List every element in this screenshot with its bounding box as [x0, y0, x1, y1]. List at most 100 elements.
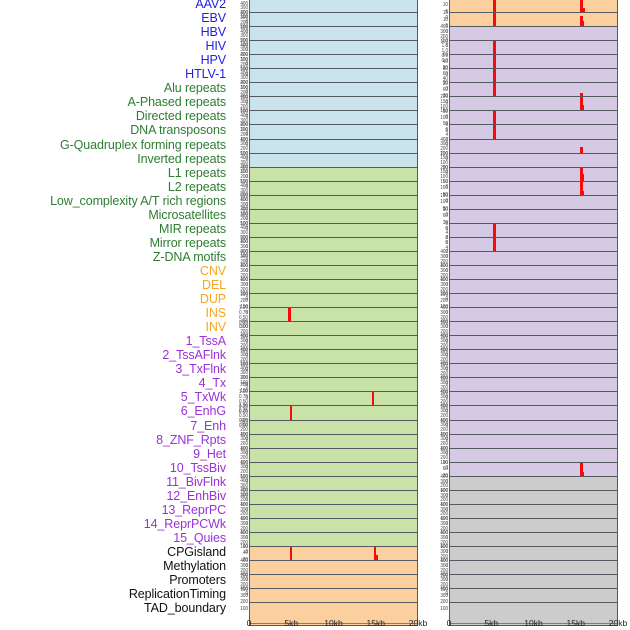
axis-tick-label: 100 — [240, 24, 248, 30]
data-spike — [493, 237, 496, 259]
track-label-htlv-1: HTLV-1 — [185, 67, 226, 82]
axis-tick-label: 0 — [245, 496, 248, 502]
axis-tick-label: 200 — [240, 496, 248, 503]
data-spike — [580, 462, 583, 484]
axis-tick-label: 0 — [445, 99, 448, 105]
right-axis-ticks: 400 300 200 100 0 — [427, 374, 449, 400]
axis-tick-label: 300 — [240, 211, 248, 217]
track-label-11-bivflnk: 11_BivFlnk — [166, 474, 226, 489]
axis-tick-label: 400 — [440, 557, 448, 564]
axis-tick-label: 20 — [442, 80, 448, 87]
track-label-dna-transposons: DNA transposons — [130, 123, 226, 138]
track-label-13-reprpc: 13_ReprPC — [161, 502, 227, 517]
axis-tick-label: 100 — [440, 262, 448, 269]
x-axis-tick-label: 10kb — [524, 618, 543, 628]
axis-tick-label: 200 — [240, 468, 248, 475]
axis-tick-label: 400 — [240, 70, 248, 77]
axis-tick-label: 200 — [440, 525, 448, 531]
axis-tick-label: 200 — [240, 356, 248, 363]
axis-tick-label: 6 — [445, 239, 448, 245]
axis-tick-label: 400 — [440, 248, 448, 255]
axis-tick-label: 200 — [440, 33, 448, 40]
track-label-6-enhg: 6_EnhG — [180, 404, 226, 419]
axis-tick-label: 100 — [440, 459, 448, 466]
axis-tick-label: 200 — [240, 51, 248, 58]
axis-tick-label: 0 — [245, 352, 248, 358]
axis-tick-label: 300 — [440, 520, 448, 526]
axis-tick-label: 500 — [240, 178, 248, 184]
right-axis-ticks: 200 150 100 50 0 — [427, 150, 449, 176]
axis-tick-label: 300 — [240, 32, 248, 39]
axis-tick-label: 100 — [240, 361, 248, 368]
axis-tick-label: 0 — [245, 478, 248, 485]
x-axis-tick-label: 20kb — [608, 618, 628, 628]
track-label-cpgisland: CPGisland — [167, 544, 226, 559]
track-label-replicationtiming: ReplicationTiming — [128, 587, 226, 602]
axis-tick-label: 100 — [440, 303, 448, 310]
axis-tick-label: 200 — [240, 486, 248, 493]
track-label-9-het: 9_Het — [193, 446, 226, 461]
left-axis-ticks: 400 300 200 100 0 — [227, 446, 249, 471]
track-label-hpv: HPV — [200, 53, 227, 68]
right-axis-ticks: 400 300 200 100 0 — [427, 248, 449, 274]
axis-tick-label: 0 — [245, 113, 248, 119]
axis-tick-label: 100 — [440, 431, 448, 438]
left-axis-ticks: 400 300 200 100 0 — [227, 94, 249, 119]
axis-tick-label: 8 — [445, 234, 448, 241]
axis-tick-label: 200 — [440, 412, 448, 419]
axis-tick-label: 0 — [445, 127, 448, 134]
axis-tick-label: 100 — [240, 473, 248, 480]
axis-tick-label: 400 — [440, 374, 448, 381]
axis-tick-label: 200 — [440, 297, 448, 303]
track-label-z-dna-motifs: Z-DNA motifs — [152, 249, 226, 264]
axis-tick-label: 0 — [245, 562, 248, 569]
data-spike — [580, 181, 583, 203]
axis-tick-label: 200 — [240, 145, 248, 152]
x-axis-tick-label: 0 — [446, 618, 452, 628]
axis-tick-label: 50 — [442, 178, 448, 185]
right-axis-ticks: 150 100 50 0 — [427, 108, 449, 134]
axis-tick-label: 200 — [440, 398, 448, 405]
left-axis-ticks: 400 300 200 100 0 — [227, 346, 249, 372]
axis-tick-label: 400 — [240, 346, 248, 353]
axis-tick-label: 100 — [440, 361, 448, 368]
axis-tick-label: 100 — [240, 178, 248, 185]
axis-tick-label: 0.00 — [239, 323, 248, 330]
axis-tick-label: 0 — [445, 28, 448, 35]
axis-tick-label: 400 — [440, 431, 448, 437]
axis-tick-label: 0 — [245, 295, 248, 302]
axis-tick-label: 400 — [240, 28, 248, 34]
axis-tick-label: 200 — [440, 581, 448, 587]
right-axis-ticks: 300 200 100 0 — [427, 291, 449, 316]
axis-tick-label: 2.0 — [441, 37, 448, 44]
axis-tick-label: 200 — [440, 356, 448, 363]
axis-tick-label: 400 — [240, 318, 248, 325]
axis-tick-label: 50 — [442, 108, 448, 115]
axis-tick-label: 150 — [440, 178, 448, 184]
axis-tick-label: 0.25 — [239, 417, 248, 424]
axis-tick-label: 100 — [440, 543, 448, 550]
axis-tick-label: 300 — [240, 435, 248, 442]
track-label-7-enh: 7_Enh — [190, 418, 226, 433]
axis-tick-label: 200 — [240, 248, 248, 254]
axis-tick-label: 1.0 — [441, 47, 448, 54]
axis-tick-label: 0 — [445, 562, 448, 569]
axis-tick-label: 100 — [240, 108, 248, 115]
left-axis-ticks: 400 300 200 100 0 — [227, 502, 249, 527]
axis-tick-label: 200 — [240, 205, 248, 212]
axis-tick-label: 100 — [440, 319, 448, 325]
axis-tick-label: 0 — [245, 506, 248, 513]
axis-tick-label: 400 — [240, 238, 248, 245]
axis-tick-label: 200 — [440, 286, 448, 292]
axis-tick-label: 200 — [240, 454, 248, 461]
axis-tick-label: 100 — [240, 572, 248, 578]
axis-tick-label: 0 — [445, 366, 448, 372]
axis-tick-label: 100 — [440, 389, 448, 396]
axis-tick-label: 200 — [440, 328, 448, 335]
track-label-3-txflnk: 3_TxFlnk — [175, 362, 226, 377]
track-label-cnv: CNV — [199, 263, 226, 278]
